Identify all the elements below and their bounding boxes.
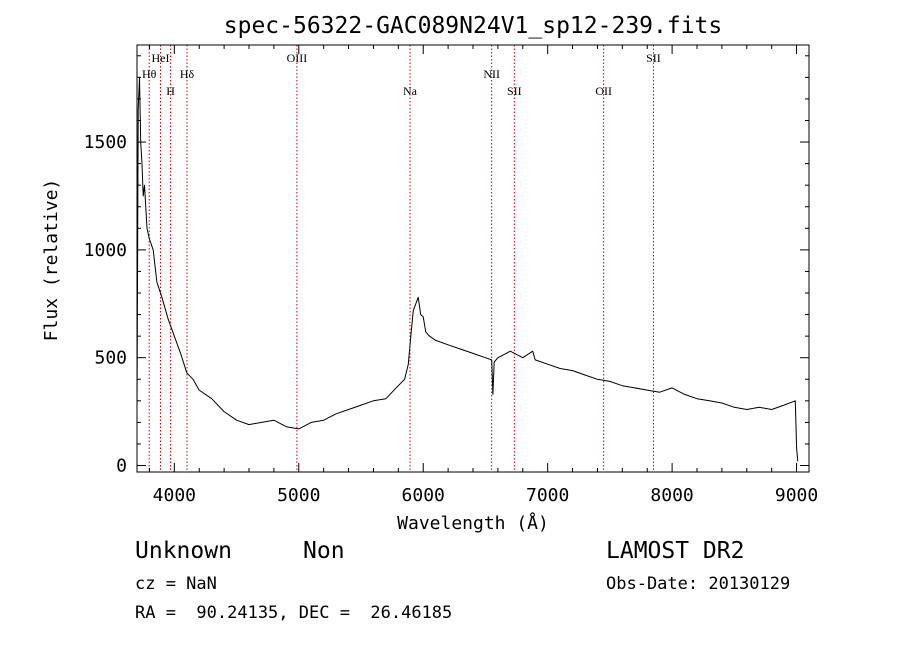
x-tick-label: 5000 [277, 485, 320, 506]
x-axis-ticks: 4000 5000 6000 7000 8000 9000 [148, 45, 818, 506]
emission-line-label: OII [595, 84, 612, 98]
x-tick-label: 8000 [650, 485, 693, 506]
x-tick-label: 6000 [402, 485, 445, 506]
y-tick-label: 1500 [84, 132, 127, 153]
emission-line-label: Hθ [142, 67, 157, 81]
y-axis-label: Flux (relative) [41, 179, 62, 342]
emission-line-labels: Hθ HeI H Hδ OIII Na NII SII OII SII [142, 51, 661, 98]
x-tick-label: 4000 [153, 485, 196, 506]
emission-line-label: SII [507, 84, 522, 98]
emission-line-label: H [166, 84, 175, 98]
plot-frame [136, 44, 810, 473]
y-tick-label: 500 [94, 348, 127, 369]
x-tick-label: 7000 [526, 485, 569, 506]
x-axis-label: Wavelength (Å) [397, 512, 549, 534]
emission-line-label: NII [483, 67, 500, 81]
emission-line-label: Na [403, 84, 418, 98]
class-label: Unknown [135, 538, 232, 564]
emission-line-markers [148, 45, 654, 472]
y-axis-ticks: 0 500 1000 1500 [84, 55, 809, 477]
coordinates-label: RA = 90.24135, DEC = 26.46185 [135, 603, 453, 623]
y-tick-label: 1000 [84, 240, 127, 261]
chart-title: spec-56322-GAC089N24V1_sp12-239.fits [224, 13, 723, 39]
emission-line-label: OIII [287, 51, 308, 65]
redshift-label: cz = NaN [135, 574, 217, 594]
obs-date-label: Obs-Date: 20130129 [606, 574, 791, 594]
x-tick-label: 9000 [775, 485, 818, 506]
survey-label: LAMOST DR2 [606, 538, 745, 564]
y-tick-label: 0 [116, 456, 127, 477]
subclass-label: Non [303, 538, 345, 564]
emission-line-label: HeI [152, 51, 170, 65]
emission-line-label: Hδ [180, 67, 195, 81]
emission-line-label: SII [646, 51, 661, 65]
spectrum-line [136, 76, 799, 462]
